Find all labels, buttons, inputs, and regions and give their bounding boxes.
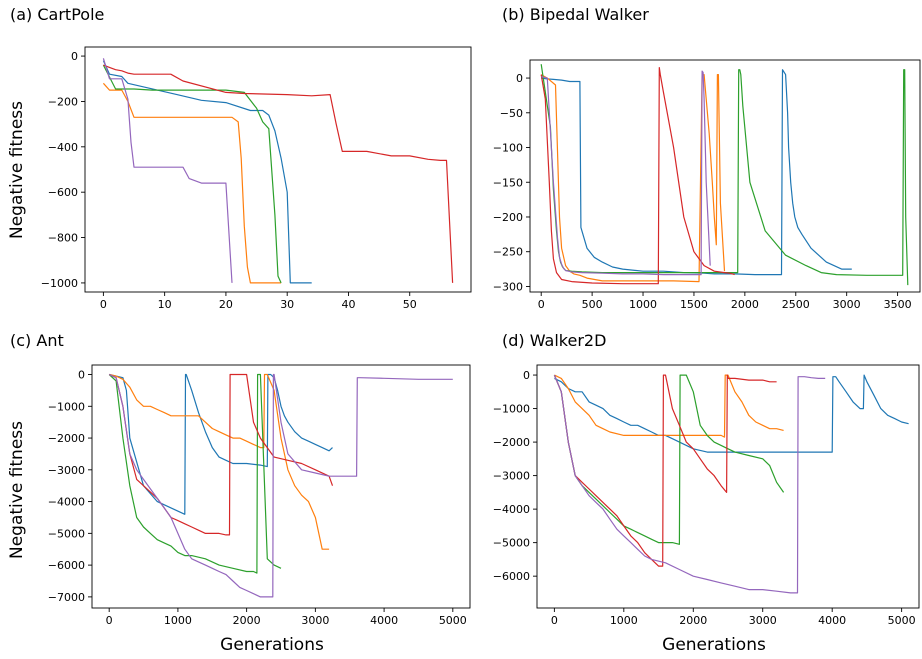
y-tick-label: −2000 [48,432,85,445]
y-tick-label: −800 [48,232,78,245]
series-line-3 [540,64,909,286]
x-tick-label: 3000 [301,614,329,627]
panel-title: (b) Bipedal Walker [502,5,649,24]
x-tick-label: 50 [403,298,417,311]
series-line-4 [108,373,334,536]
x-tick-label: 2000 [233,614,261,627]
panel-walker2d: (d) Walker2D 0 1000 2000 3000 4000 5000 0 −1000 −… [493,331,920,627]
x-tick-label: 4000 [370,614,398,627]
y-tick-label: 0 [523,369,530,382]
series-line-3 [102,64,282,284]
y-tick-label: −1000 [48,400,85,413]
y-tick-label: −1000 [493,403,530,416]
plot-frame [529,59,921,293]
x-tick-label: 5000 [888,614,916,627]
x-tick-label: 30 [280,298,294,311]
series-line-1 [102,60,312,284]
y-tick-label: −4000 [48,496,85,509]
x-tick-label: 0 [538,298,545,311]
x-tick-label: 0 [106,614,113,627]
y-axis-label-bottom: Negative fitness [7,421,27,559]
y-tick-label: −4000 [493,503,530,516]
series-line-5 [541,70,711,276]
series-line-1 [554,374,909,453]
y-tick-label: −200 [48,95,78,108]
y-tick-label: −250 [493,246,523,259]
y-tick-label: −50 [500,107,523,120]
x-tick-label: 0 [551,614,558,627]
series-line-2 [540,73,726,283]
y-tick-label: −7000 [48,591,85,604]
x-axis-label-left: Generations [220,635,324,655]
y-tick-label: −5000 [493,537,530,550]
y-tick-label: 0 [516,72,523,85]
series-line-5 [102,58,233,283]
y-tick-label: −5000 [48,527,85,540]
y-tick-label: −100 [493,142,523,155]
panel-title: (d) Walker2D [502,331,606,350]
x-tick-label: 10 [158,298,172,311]
x-tick-label: 1000 [164,614,192,627]
series-line-3 [553,374,785,545]
panel-title: (a) CartPole [10,5,104,24]
x-tick-label: 500 [582,298,603,311]
series-line-5 [553,374,826,594]
y-tick-label: −3000 [493,470,530,483]
panel-title: (c) Ant [10,331,64,350]
x-tick-label: 5000 [439,614,467,627]
panel-ant: (c) Ant 0 1000 2000 3000 4000 5000 0 −1000 −2000 −… [10,331,471,627]
series-line-4 [103,64,454,283]
series-line-2 [102,82,282,284]
x-tick-label: 3000 [833,298,861,311]
plot-frame [84,46,472,293]
series-line-3 [108,373,282,574]
x-tick-label: 2000 [731,298,759,311]
y-tick-label: −3000 [48,464,85,477]
y-axis-label-top: Negative fitness [7,101,27,239]
x-tick-label: 2500 [782,298,810,311]
x-tick-label: 0 [100,298,107,311]
panel-bipedal-walker: (b) Bipedal Walker 0 500 1000 1500 2000 2500 30… [493,5,921,311]
panel-cartpole: (a) CartPole 0 10 20 30 40 50 0 −200 −400 −600 −800… [10,5,472,311]
series-line-4 [540,66,735,285]
x-tick-label: 1000 [629,298,657,311]
series-line-4 [553,374,777,567]
plot-frame [536,364,920,609]
series-line-1 [109,373,333,515]
plot-frame [91,364,471,609]
y-tick-label: −200 [493,211,523,224]
y-tick-label: −150 [493,176,523,189]
y-tick-label: −300 [493,280,523,293]
series-line-1 [541,69,852,276]
y-tick-label: −600 [48,186,78,199]
x-tick-label: 2000 [679,614,707,627]
y-tick-label: −2000 [493,436,530,449]
x-tick-label: 20 [219,298,233,311]
x-axis-label-right: Generations [662,635,766,655]
x-tick-label: 4000 [818,614,846,627]
x-tick-label: 1000 [610,614,638,627]
x-tick-label: 3500 [884,298,912,311]
y-tick-label: 0 [78,369,85,382]
y-tick-label: −6000 [493,570,530,583]
series-line-5 [108,373,453,598]
y-tick-label: 0 [71,50,78,63]
x-tick-label: 3000 [749,614,777,627]
y-tick-label: −400 [48,141,78,154]
x-tick-label: 40 [341,298,355,311]
x-tick-label: 1500 [680,298,708,311]
series-line-2 [554,374,784,438]
y-tick-label: −1000 [41,277,78,290]
y-tick-label: −6000 [48,559,85,572]
